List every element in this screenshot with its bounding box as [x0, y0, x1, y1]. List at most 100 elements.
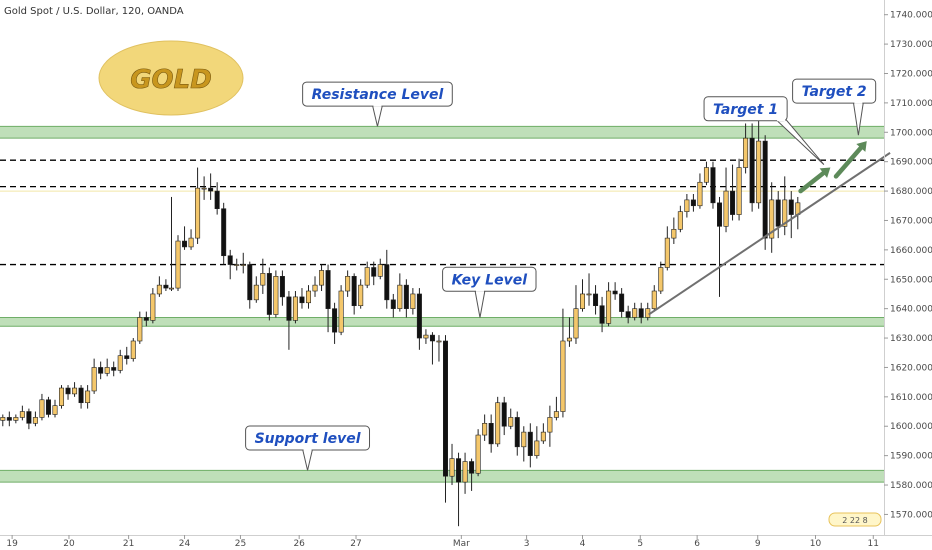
candle-body — [117, 355, 123, 371]
candle-body — [345, 276, 351, 292]
candle-body — [201, 187, 207, 190]
callout-pointer-joint — [373, 104, 382, 107]
candle-body — [560, 340, 566, 412]
candle-body — [775, 199, 781, 227]
candle-body — [586, 293, 592, 296]
candle-body — [495, 402, 501, 445]
candle-73 — [475, 429, 481, 477]
candle-22 — [143, 311, 149, 327]
candle-5 — [32, 411, 38, 427]
x-tick-label: 4 — [580, 539, 586, 549]
candle-body — [469, 461, 475, 474]
candle-body — [65, 387, 71, 395]
scale-badge-box — [828, 512, 882, 527]
candle-14 — [91, 358, 97, 394]
x-tick-label: 26 — [293, 539, 305, 549]
candle-42 — [273, 270, 279, 318]
x-tick-label: 6 — [694, 539, 700, 549]
y-tick-label: 1610.000 — [890, 393, 932, 403]
candle-body — [247, 264, 253, 301]
candle-56 — [364, 261, 370, 289]
candle-92 — [599, 296, 605, 333]
candle-28 — [182, 226, 188, 250]
candle-body — [214, 190, 220, 210]
candle-74 — [482, 414, 488, 441]
candle-2 — [13, 414, 19, 424]
candle-body — [305, 290, 311, 304]
x-tick-label: 5 — [637, 539, 643, 549]
candle-105 — [684, 194, 690, 218]
y-tick-label: 1710.000 — [890, 99, 932, 109]
candle-body — [13, 417, 19, 421]
logo: GOLD — [98, 40, 244, 116]
candle-107 — [697, 173, 703, 209]
callout-target-2: Target 2 — [792, 78, 877, 136]
candle-body — [351, 276, 357, 307]
zone-key — [0, 317, 884, 327]
candle-51 — [332, 302, 338, 344]
candle-118 — [769, 182, 775, 253]
candle-10 — [65, 385, 71, 400]
candle-90 — [586, 273, 592, 306]
callout-box — [703, 96, 788, 122]
candle-body — [384, 264, 390, 301]
candle-33 — [214, 182, 220, 215]
y-tick-label: 1680.000 — [890, 187, 932, 197]
candle-91 — [593, 285, 599, 315]
candle-body — [593, 293, 599, 307]
candle-1 — [6, 411, 12, 427]
candle-body — [651, 290, 657, 309]
callout-pointer-joint — [854, 101, 863, 104]
x-tick-label: 20 — [63, 539, 75, 549]
candle-body — [253, 284, 259, 301]
x-tick-label: Mar — [453, 539, 470, 549]
candle-body — [286, 296, 292, 321]
price-axis[interactable]: 1570.000 1580.000 1590.000 1600.000 1610.000… — [884, 11, 932, 521]
candle-body — [423, 334, 429, 339]
candle-49 — [319, 264, 325, 292]
candles-layer — [0, 120, 801, 527]
candle-body — [508, 417, 514, 427]
y-tick-label: 1600.000 — [890, 422, 932, 432]
candle-110 — [717, 196, 723, 297]
candle-112 — [730, 164, 736, 221]
candle-body — [292, 296, 298, 321]
candle-body — [514, 417, 520, 448]
candle-body — [260, 273, 266, 286]
scale-badge[interactable]: 2 22 8 — [828, 512, 882, 527]
candle-body — [410, 293, 416, 309]
candle-101 — [658, 261, 664, 294]
candle-108 — [703, 161, 709, 186]
candle-24 — [156, 276, 162, 297]
candle-body — [45, 399, 51, 415]
time-axis[interactable]: 19 20 21 24 25 26 27 Mar 3 4 5 6 9 10 11 — [6, 535, 879, 549]
candle-76 — [495, 396, 501, 447]
chart-title: Gold Spot / U.S. Dollar, 120, OANDA — [4, 6, 184, 17]
candle-body — [534, 440, 540, 456]
candle-body — [429, 334, 435, 342]
candle-75 — [488, 414, 494, 453]
candle-body — [312, 284, 318, 292]
x-tick-label: 11 — [868, 539, 879, 549]
target-arrow-shaft-0 — [798, 170, 826, 194]
zones-layer — [0, 125, 884, 483]
scale-badge-text: 2 22 8 — [842, 516, 867, 525]
candle-39 — [253, 276, 259, 303]
target-arrow-head-1 — [856, 141, 867, 152]
y-tick-label: 1640.000 — [890, 305, 932, 315]
candle-body — [240, 264, 246, 266]
candle-body — [442, 340, 448, 477]
candle-body — [273, 276, 279, 315]
candle-98 — [638, 302, 644, 324]
candle-20 — [130, 338, 136, 362]
candle-104 — [677, 205, 683, 233]
candle-62 — [403, 279, 409, 318]
zone-resistance — [0, 126, 884, 139]
candle-37 — [240, 252, 246, 274]
candle-19 — [124, 346, 130, 365]
candle-57 — [371, 261, 377, 286]
trendline — [648, 152, 891, 316]
candle-body — [697, 181, 703, 207]
candle-66 — [429, 332, 435, 365]
